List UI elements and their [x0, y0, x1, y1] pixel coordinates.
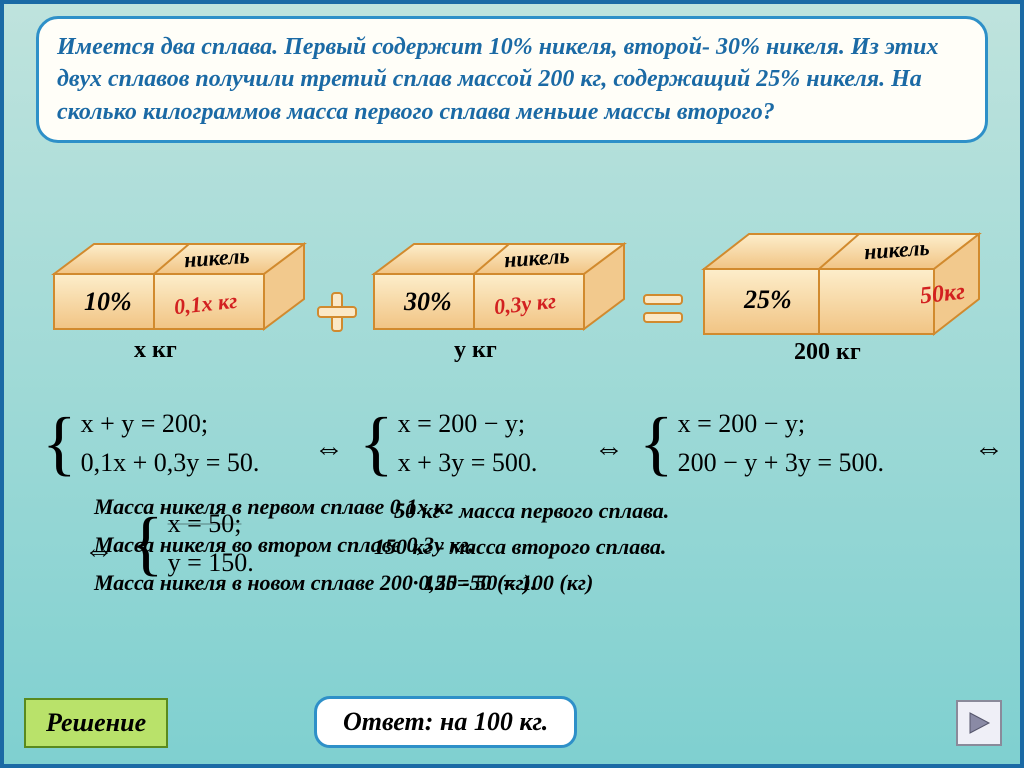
plus-icon	[314, 289, 360, 346]
answer-text: Ответ: на 100 кг.	[343, 707, 548, 736]
sys1-line2: 0,1x + 0,3y = 50.	[81, 443, 260, 482]
arrow1: ⇔	[314, 432, 344, 466]
alloy-bar-1: никель 10% 0,1х кг х кг	[44, 229, 314, 349]
result-text-1: 50 кг - масса первого сплава.	[394, 498, 669, 524]
brace-icon: {	[639, 413, 674, 473]
bars-diagram: никель 10% 0,1х кг х кг	[4, 229, 1020, 409]
result-text-3: 150 - 50 = 100 (кг)	[424, 570, 593, 596]
equals-icon	[640, 289, 686, 340]
slide-frame: Имеется два сплава. Первый содержит 10% …	[0, 0, 1024, 768]
solve-label: Решение	[46, 708, 146, 737]
system-2: { x = 200 − y; x + 3y = 500.	[359, 404, 537, 482]
bar1-under: х кг	[134, 337, 177, 364]
result-text-2: 150 кг - масса второго сплава.	[374, 534, 666, 560]
bar3-pct: 25%	[744, 285, 792, 315]
answer-box: Ответ: на 100 кг.	[314, 696, 577, 748]
sys2-line2: x + 3y = 500.	[398, 443, 538, 482]
sys2-line1: x = 200 − y;	[398, 404, 538, 443]
system-3: { x = 200 − y; 200 − y + 3y = 500.	[639, 404, 884, 482]
system-1: { x + y = 200; 0,1x + 0,3y = 50.	[42, 404, 259, 482]
bar2-pct: 30%	[404, 287, 452, 317]
bar2-under: у кг	[454, 337, 497, 364]
sys3-line1: x = 200 − y;	[678, 404, 885, 443]
bar3-under: 200 кг	[794, 339, 861, 366]
bar1-nickel: никель	[183, 243, 250, 274]
problem-text: Имеется два сплава. Первый содержит 10% …	[57, 34, 939, 125]
bar1-pct: 10%	[84, 287, 132, 317]
bar2-nickel: никель	[503, 243, 570, 274]
arrow3: ⇔	[974, 432, 1004, 466]
triangle-right-icon	[966, 710, 992, 736]
alloy-bar-2: никель 30% 0,3у кг у кг	[364, 229, 634, 349]
next-button[interactable]	[956, 700, 1002, 746]
problem-statement: Имеется два сплава. Первый содержит 10% …	[36, 16, 988, 143]
sys3-line2: 200 − y + 3y = 500.	[678, 443, 885, 482]
brace-icon: {	[359, 413, 394, 473]
bar3-nickel: никель	[863, 235, 930, 266]
sys1-line1: x + y = 200;	[81, 404, 260, 443]
arrow2: ⇔	[594, 432, 624, 466]
alloy-bar-3: никель 25% 50кг 200 кг	[694, 219, 994, 354]
solve-button[interactable]: Решение	[24, 698, 168, 748]
brace-icon: {	[42, 413, 77, 473]
bar3-red: 50кг	[919, 279, 967, 311]
